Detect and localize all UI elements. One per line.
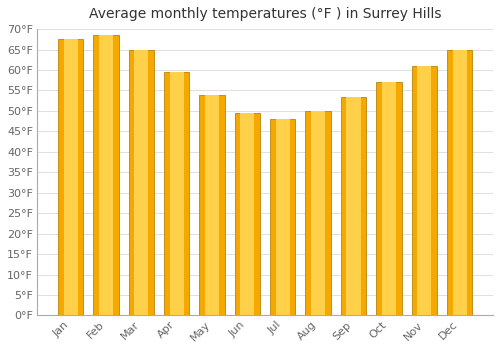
Bar: [200, 94, 225, 315]
Bar: [417, 66, 431, 315]
Bar: [341, 97, 366, 315]
Bar: [58, 39, 84, 315]
Bar: [447, 49, 472, 315]
Bar: [240, 113, 254, 315]
Bar: [452, 49, 466, 315]
Bar: [346, 97, 360, 315]
Bar: [170, 72, 183, 315]
Bar: [382, 82, 396, 315]
Bar: [412, 66, 437, 315]
Bar: [164, 72, 190, 315]
Bar: [99, 35, 113, 315]
Bar: [234, 113, 260, 315]
Bar: [64, 39, 78, 315]
Bar: [306, 111, 331, 315]
Title: Average monthly temperatures (°F ) in Surrey Hills: Average monthly temperatures (°F ) in Su…: [89, 7, 442, 21]
Bar: [128, 49, 154, 315]
Bar: [270, 119, 295, 315]
Bar: [205, 94, 219, 315]
Bar: [376, 82, 402, 315]
Bar: [134, 49, 148, 315]
Bar: [276, 119, 290, 315]
Bar: [93, 35, 118, 315]
Bar: [311, 111, 325, 315]
